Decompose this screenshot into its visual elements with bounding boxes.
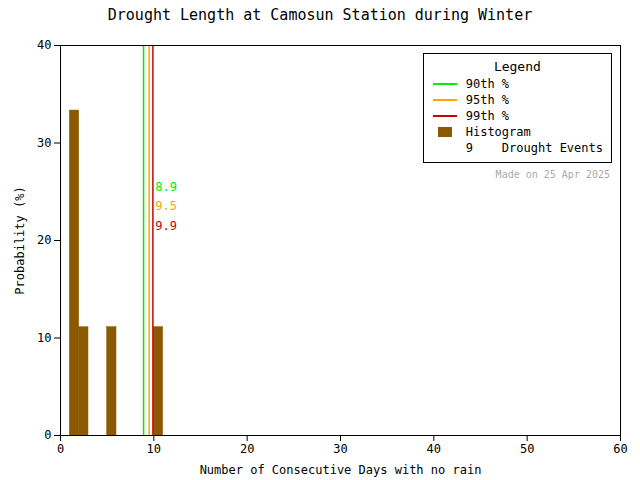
svg-text:20: 20 bbox=[240, 442, 254, 456]
svg-text:8.9: 8.9 bbox=[155, 180, 177, 194]
html-text:9 Drought Events: 9 Drought Events bbox=[465, 141, 603, 155]
svg-text:40: 40 bbox=[37, 38, 51, 52]
svg-text:40: 40 bbox=[427, 442, 441, 456]
html-text:Legend: Legend bbox=[493, 59, 541, 74]
svg-text:0: 0 bbox=[44, 428, 51, 442]
svg-text:50: 50 bbox=[520, 442, 534, 456]
svg-text:30: 30 bbox=[333, 442, 347, 456]
svg-text:9.5: 9.5 bbox=[155, 199, 177, 213]
svg-text:10: 10 bbox=[37, 331, 51, 345]
svg-text:10: 10 bbox=[147, 442, 161, 456]
svg-text:60: 60 bbox=[613, 442, 627, 456]
html-text:Made on 25 Apr 2025: Made on 25 Apr 2025 bbox=[495, 169, 610, 180]
html-text:99th %: 99th % bbox=[465, 109, 510, 123]
html-text:Histogram: Histogram bbox=[465, 125, 531, 139]
svg-text:Number of Consecutive Days wit: Number of Consecutive Days with no rain bbox=[200, 463, 482, 477]
svg-text:30: 30 bbox=[37, 136, 51, 150]
html-text:90th %: 90th % bbox=[465, 77, 510, 91]
svg-text:9.9: 9.9 bbox=[155, 219, 177, 233]
html-text:Drought Length at Camosun Stat: Drought Length at Camosun Station during… bbox=[107, 6, 533, 24]
svg-text:20: 20 bbox=[37, 233, 51, 247]
html-text:95th %: 95th % bbox=[465, 93, 510, 107]
svg-text:0: 0 bbox=[57, 442, 64, 456]
svg-text:Probability (%): Probability (%) bbox=[13, 186, 27, 294]
